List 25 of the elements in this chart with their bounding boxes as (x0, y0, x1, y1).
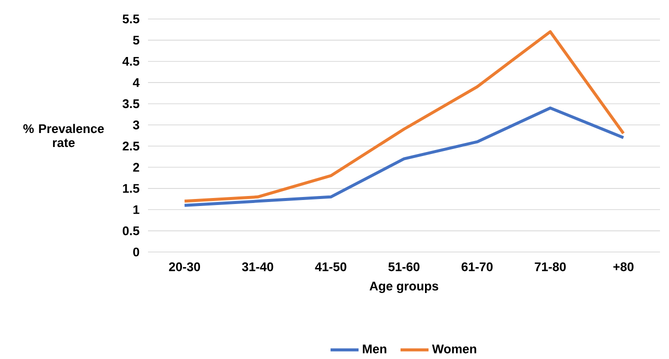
y-tick-label: 1 (133, 205, 140, 214)
x-tick-label: 20-30 (169, 262, 200, 272)
x-axis-title: Age groups (370, 282, 438, 293)
y-tick-label: 3.5 (122, 99, 140, 108)
y-tick-label: 3 (132, 120, 140, 130)
y-tick-label: 1.5 (123, 184, 140, 193)
y-tick-label: 5.5 (122, 14, 140, 24)
line-series (183, 30, 625, 203)
legend-label: Men (362, 344, 386, 354)
x-tick-label: +80 (613, 262, 634, 272)
x-tick-label: 71-80 (534, 262, 566, 272)
legend-label: Women (432, 344, 476, 354)
y-tick-label: 5 (133, 36, 140, 45)
line-series (183, 106, 625, 207)
x-tick-label: 61-70 (462, 262, 493, 272)
x-tick-label: 31-40 (242, 262, 274, 272)
y-tick-label: 4 (132, 78, 140, 87)
y-tick-label: 0 (133, 248, 140, 256)
y-tick-label: 0.5 (122, 226, 140, 236)
y-tick-label: 4.5 (122, 56, 140, 66)
x-tick-label: 51-60 (388, 262, 420, 272)
x-tick-label: 41-50 (315, 262, 346, 272)
y-tick-label: 2 (133, 162, 140, 172)
y-axis-title: % Prevalence rate (23, 124, 104, 148)
y-tick-label: 2.5 (122, 142, 140, 150)
